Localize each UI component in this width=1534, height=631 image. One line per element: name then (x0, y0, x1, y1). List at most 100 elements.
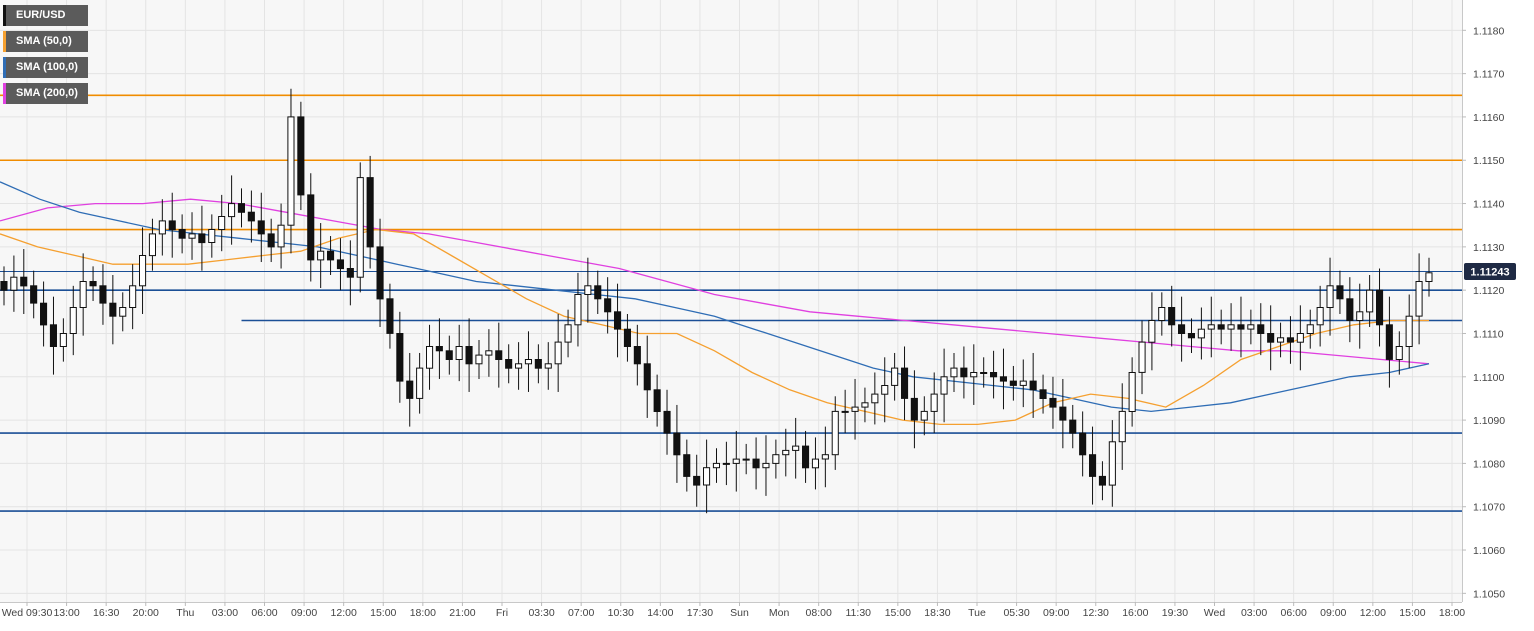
y-tick-label-1: 1.1060 (1473, 545, 1505, 557)
candle-body-31 (307, 194, 315, 261)
candle-body-47 (465, 346, 473, 365)
candle-body-19 (188, 233, 196, 239)
candle-body-46 (455, 346, 463, 360)
legend-eurusd[interactable]: EUR/USD (3, 5, 88, 26)
candle-body-22 (218, 216, 226, 230)
candle-body-13 (129, 285, 137, 308)
candle-body-44 (435, 346, 443, 352)
x-axis-ticks: Wed 09:30 13:00 16:30 20:00 Thu 03:00 06:00 09:… (2, 602, 1465, 619)
candle-body-95 (940, 376, 948, 395)
candle-body-62 (614, 311, 622, 330)
candle-body-4 (40, 302, 48, 326)
x-tick-label-31: 03:00 (1241, 607, 1267, 619)
candle-body-1 (10, 276, 18, 291)
y-tick-label-10: 1.1150 (1473, 155, 1504, 167)
candle-body-56 (554, 341, 562, 365)
x-tick-label-21: 11:30 (846, 607, 872, 619)
y-tick-label-11: 1.1160 (1473, 112, 1504, 124)
candle-body-33 (327, 250, 335, 261)
candle-body-70 (693, 475, 701, 486)
candle-body-78 (772, 454, 780, 464)
candle-body-48 (475, 354, 483, 365)
candle-body-5 (49, 324, 58, 347)
candle-body-66 (653, 389, 661, 412)
candle-body-79 (782, 449, 790, 456)
candle-body-120 (1187, 333, 1196, 339)
candle-body-106 (1049, 397, 1057, 408)
candle-body-126 (1247, 324, 1255, 330)
sma-100-line (0, 181, 1430, 413)
candle-body-2 (20, 276, 28, 287)
candle-body-96 (950, 367, 958, 378)
candle-body-87 (861, 402, 869, 408)
candle-body-38 (376, 246, 384, 300)
candle-body-68 (673, 432, 681, 456)
x-tick-label-29: 19:30 (1162, 607, 1188, 619)
x-tick-label-2: 16:30 (93, 607, 119, 619)
candle-body-100 (990, 372, 998, 378)
candle-body-143 (1415, 281, 1423, 317)
x-tick-label-25: 05:30 (1003, 607, 1029, 619)
candle-body-11 (109, 302, 117, 317)
sma-50-line (0, 228, 1429, 426)
x-tick-label-10: 18:00 (410, 607, 436, 619)
candle-body-63 (623, 328, 632, 348)
y-tick-label-9: 1.1140 (1473, 199, 1504, 211)
y-tick-label-6: 1.1110 (1473, 328, 1504, 340)
current-price-label-bg (1464, 263, 1516, 281)
candle-body-24 (237, 203, 245, 213)
candle-body-10 (99, 285, 107, 304)
candle-body-85 (841, 410, 849, 413)
x-tick-label-4: Thu (176, 607, 194, 619)
x-tick-label-24: Tue (968, 607, 986, 619)
candle-body-105 (1039, 389, 1047, 399)
plot-background (0, 0, 1462, 602)
y-tick-label-12: 1.1170 (1473, 69, 1504, 81)
x-tick-label-12: Fri (496, 607, 508, 619)
candle-body-37 (366, 177, 374, 248)
candle-body-86 (851, 406, 859, 412)
x-tick-label-18: Sun (730, 607, 749, 619)
y-tick-label-0: 1.1050 (1473, 588, 1505, 600)
candle-body-6 (59, 333, 67, 347)
candle-body-130 (1286, 337, 1295, 343)
candle-body-8 (79, 281, 87, 308)
x-tick-label-3: 20:00 (133, 607, 159, 619)
candle-body-35 (346, 268, 354, 278)
legend-sma-50[interactable]: SMA (50,0) (3, 31, 88, 52)
candle-body-61 (604, 298, 612, 313)
x-tick-label-22: 15:00 (885, 607, 911, 619)
candle-body-16 (158, 220, 166, 235)
candle-body-102 (1009, 380, 1017, 386)
x-tick-label-13: 03:30 (528, 607, 554, 619)
candle-body-117 (1158, 307, 1166, 321)
candle-body-141 (1395, 346, 1403, 360)
candle-body-84 (831, 410, 839, 456)
candle-body-54 (534, 359, 542, 369)
y-tick-label-7: 1.1120 (1473, 285, 1504, 297)
candle-body-104 (1029, 380, 1037, 391)
candle-body-129 (1277, 337, 1285, 343)
candle-body-57 (564, 324, 572, 343)
candle-body-139 (1376, 289, 1384, 326)
candle-body-99 (980, 372, 988, 374)
x-tick-label-32: 06:00 (1281, 607, 1307, 619)
legend-sma-200[interactable]: SMA (200,0) (3, 83, 88, 104)
candle-body-134 (1326, 285, 1334, 308)
x-tick-label-8: 12:00 (331, 607, 357, 619)
x-tick-label-6: 06:00 (251, 607, 277, 619)
y-tick-label-3: 1.1080 (1473, 458, 1505, 470)
legend-sma-100[interactable]: SMA (100,0) (3, 57, 88, 78)
y-tick-label-8: 1.1130 (1473, 242, 1504, 254)
candle-body-73 (722, 462, 730, 465)
x-tick-label-1: 13:00 (53, 607, 79, 619)
candle-body-28 (277, 224, 285, 248)
x-tick-label-5: 03:00 (212, 607, 238, 619)
candle-body-65 (643, 363, 651, 391)
candle-body-111 (1098, 475, 1107, 486)
candle-body-109 (1079, 432, 1087, 456)
y-tick-label-13: 1.1180 (1473, 25, 1504, 37)
candle-body-112 (1108, 441, 1116, 486)
